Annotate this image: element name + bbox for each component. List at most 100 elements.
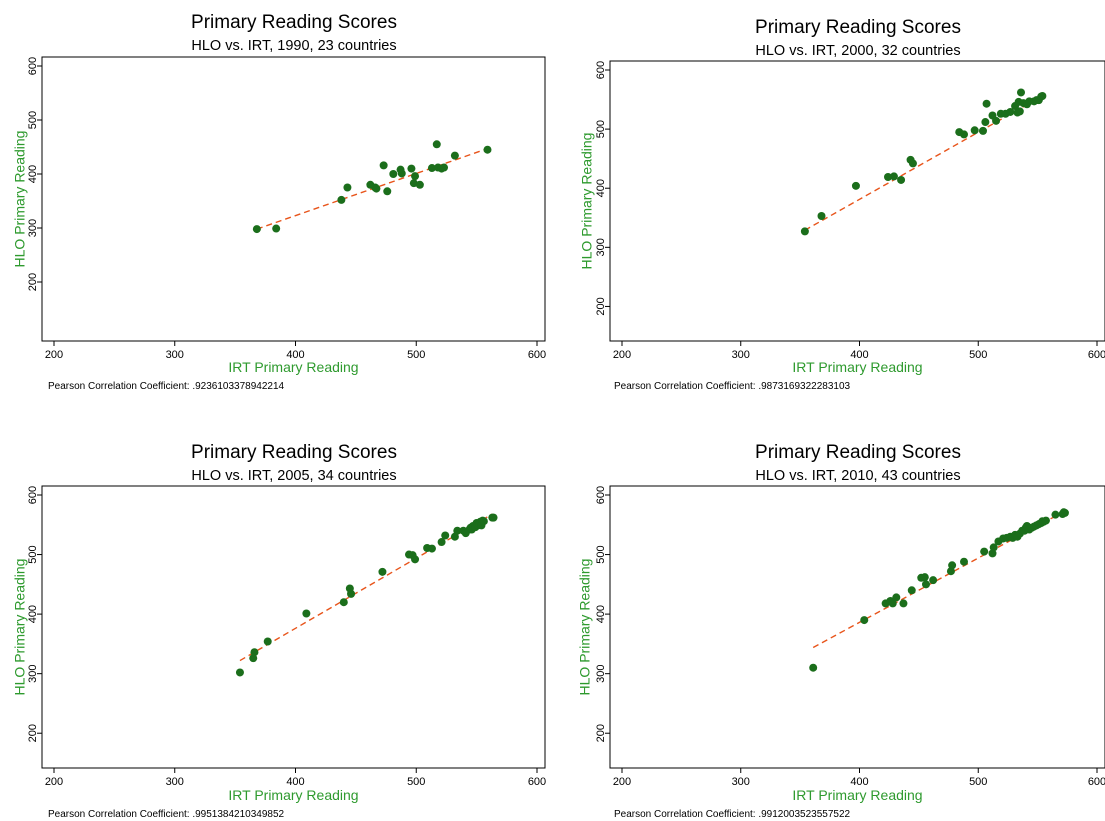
- x-axis-label: IRT Primary Reading: [792, 359, 922, 375]
- data-point: [1015, 107, 1024, 116]
- data-point: [249, 654, 258, 663]
- y-tick-label: 500: [27, 545, 39, 563]
- y-axis-label: HLO Primary Reading: [577, 559, 593, 696]
- data-point: [948, 561, 957, 570]
- data-point: [989, 543, 998, 552]
- chart-panel-1: Primary Reading Scores HLO vs. IRT, 1990,…: [12, 12, 546, 392]
- y-tick-label: 200: [595, 297, 607, 315]
- x-tick-label: 600: [528, 776, 546, 788]
- chart-subtitle: HLO vs. IRT, 2005, 34 countries: [191, 468, 396, 484]
- y-tick-label: 500: [595, 545, 607, 563]
- data-point: [411, 172, 420, 181]
- data-point: [235, 668, 244, 677]
- x-axis-label: IRT Primary Reading: [228, 359, 358, 375]
- data-point: [389, 170, 398, 178]
- data-point: [302, 609, 311, 618]
- data-point: [427, 544, 436, 553]
- y-tick-label: 200: [27, 273, 39, 291]
- y-tick-label: 400: [27, 605, 39, 623]
- data-point: [981, 118, 990, 127]
- data-point: [440, 163, 449, 172]
- correlation-footnote: Pearson Correlation Coefficient: .995138…: [48, 809, 285, 820]
- y-tick-label: 300: [27, 219, 39, 237]
- x-tick-label: 500: [407, 776, 425, 788]
- data-point: [378, 567, 387, 576]
- y-tick-label: 200: [595, 724, 607, 742]
- chart-panel-2: Primary Reading Scores HLO vs. IRT, 2000,…: [579, 17, 1105, 392]
- data-point: [409, 179, 418, 188]
- data-point: [992, 116, 1001, 125]
- x-tick-label: 300: [166, 776, 184, 788]
- data-point: [800, 227, 809, 236]
- x-tick-label: 300: [732, 776, 750, 788]
- data-point: [980, 547, 989, 556]
- y-tick-label: 600: [595, 61, 607, 79]
- data-point: [979, 126, 987, 135]
- data-point: [884, 172, 892, 181]
- data-point: [347, 589, 356, 598]
- chart-panel-3: Primary Reading Scores HLO vs. IRT, 2005,…: [12, 442, 546, 820]
- data-point: [889, 172, 898, 181]
- data-point: [483, 145, 492, 154]
- x-tick-label: 300: [732, 349, 750, 361]
- data-point: [922, 580, 930, 589]
- data-point: [250, 648, 259, 657]
- y-tick-label: 400: [595, 605, 607, 623]
- data-point: [982, 99, 991, 108]
- fit-line: [239, 513, 493, 662]
- data-point: [450, 151, 459, 160]
- y-tick-label: 600: [595, 486, 607, 504]
- data-point: [897, 175, 906, 184]
- data-point: [479, 517, 488, 526]
- fit-line: [812, 511, 1065, 649]
- chart-panel-4: Primary Reading Scores HLO vs. IRT, 2010,…: [577, 442, 1105, 820]
- data-point: [970, 126, 979, 135]
- x-tick-label: 400: [286, 349, 304, 361]
- chart-title: Primary Reading Scores: [755, 17, 961, 38]
- data-point: [960, 557, 968, 566]
- data-point: [411, 555, 420, 564]
- x-axis-label: IRT Primary Reading: [228, 787, 358, 803]
- x-tick-label: 400: [850, 776, 868, 788]
- data-point: [929, 576, 938, 585]
- data-point: [372, 184, 381, 193]
- data-point: [379, 161, 388, 170]
- data-point: [441, 531, 450, 540]
- data-point: [960, 130, 968, 139]
- data-point: [263, 637, 272, 646]
- data-point: [1051, 510, 1060, 519]
- data-point: [415, 180, 424, 189]
- correlation-footnote: Pearson Correlation Coefficient: .987316…: [614, 381, 851, 392]
- plot-frame: [41, 56, 546, 342]
- x-tick-label: 500: [969, 776, 987, 788]
- plot-frame: [41, 485, 546, 769]
- data-point: [888, 599, 897, 608]
- data-point: [860, 616, 869, 625]
- x-tick-label: 600: [528, 349, 546, 361]
- data-point: [809, 663, 818, 672]
- data-point: [892, 593, 901, 602]
- fit-line: [804, 95, 1043, 231]
- y-tick-label: 400: [595, 179, 607, 197]
- y-tick-label: 600: [27, 57, 39, 75]
- x-tick-label: 600: [1088, 349, 1105, 361]
- plot-frame: [609, 485, 1105, 769]
- chart-title: Primary Reading Scores: [755, 442, 961, 463]
- x-tick-label: 400: [850, 349, 868, 361]
- data-point: [453, 526, 462, 535]
- correlation-footnote: Pearson Correlation Coefficient: .991200…: [614, 809, 851, 820]
- y-tick-label: 200: [27, 724, 39, 742]
- data-point: [427, 164, 436, 173]
- plot-frame: [609, 60, 1105, 342]
- data-point: [920, 573, 929, 582]
- data-point: [339, 598, 348, 607]
- data-point: [1059, 508, 1068, 517]
- x-tick-label: 500: [407, 349, 425, 361]
- data-point: [272, 224, 281, 233]
- x-axis-label: IRT Primary Reading: [792, 787, 922, 803]
- x-tick-label: 400: [286, 776, 304, 788]
- y-axis-label: HLO Primary Reading: [12, 559, 28, 696]
- data-point: [907, 586, 916, 595]
- chart-title: Primary Reading Scores: [191, 12, 397, 33]
